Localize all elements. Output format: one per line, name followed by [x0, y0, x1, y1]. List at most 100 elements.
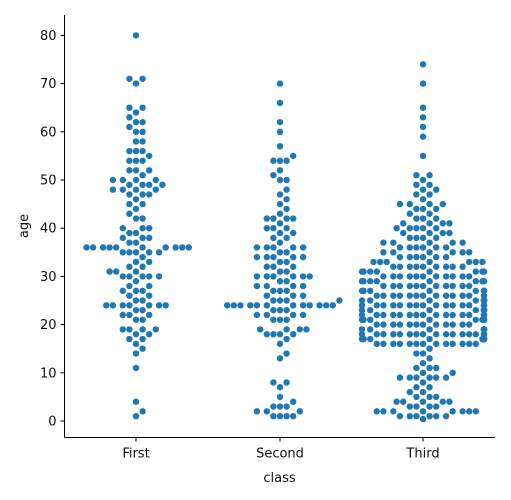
data-point: [413, 340, 420, 348]
data-point: [139, 244, 146, 251]
data-point: [413, 282, 420, 290]
data-point: [283, 196, 290, 203]
data-point: [276, 393, 284, 401]
data-point: [472, 268, 479, 275]
data-point: [270, 171, 277, 179]
data-point: [306, 273, 313, 280]
y-tick-label: 80: [40, 29, 57, 44]
data-point: [373, 302, 380, 309]
data-point: [480, 287, 488, 295]
data-point: [263, 282, 270, 290]
data-point: [480, 331, 488, 338]
data-point: [146, 191, 153, 198]
data-point: [413, 181, 420, 189]
data-point: [419, 244, 427, 251]
data-point: [270, 244, 277, 251]
data-point: [139, 191, 146, 198]
data-point: [426, 335, 433, 343]
data-point: [253, 408, 261, 415]
data-point: [439, 398, 446, 405]
data-point: [126, 239, 133, 246]
data-point: [276, 167, 284, 174]
data-point: [449, 263, 456, 270]
data-point: [132, 297, 140, 304]
data-point: [263, 331, 270, 338]
data-point: [480, 335, 488, 343]
data-point: [419, 340, 427, 348]
data-point: [380, 340, 387, 348]
data-point: [466, 408, 473, 415]
data-point: [113, 244, 120, 251]
data-point: [283, 287, 290, 295]
data-point: [426, 220, 433, 227]
data-point: [132, 350, 140, 357]
data-point: [373, 340, 380, 348]
data-point: [146, 234, 153, 242]
data-point: [276, 143, 284, 150]
data-point: [406, 412, 413, 420]
data-point: [155, 249, 163, 256]
data-point: [263, 244, 270, 251]
data-point: [299, 311, 307, 319]
data-point: [139, 287, 146, 295]
data-point: [396, 273, 404, 280]
data-point: [132, 215, 140, 222]
data-point: [413, 350, 420, 357]
data-point: [283, 157, 290, 164]
data-point: [413, 403, 420, 410]
data-point: [419, 359, 427, 367]
data-point: [283, 379, 290, 386]
data-point: [413, 263, 420, 270]
data-point: [466, 331, 473, 338]
data-point: [146, 331, 153, 338]
data-point: [367, 316, 374, 323]
data-point: [479, 258, 486, 266]
data-point: [139, 263, 146, 270]
data-point: [276, 210, 284, 217]
data-point: [139, 326, 146, 333]
data-point: [126, 282, 133, 290]
data-point: [283, 326, 290, 333]
data-point: [126, 210, 133, 217]
data-point: [132, 32, 140, 39]
x-tick-label: Second: [256, 447, 304, 462]
data-point: [433, 302, 440, 309]
data-point: [380, 311, 387, 319]
data-point: [276, 268, 284, 275]
data-point: [155, 302, 163, 309]
data-point: [419, 311, 427, 319]
data-point: [139, 157, 146, 164]
data-point: [299, 273, 307, 280]
data-point: [390, 311, 397, 319]
data-point: [263, 408, 270, 415]
data-point: [419, 263, 427, 270]
data-point: [442, 302, 450, 309]
data-point: [358, 297, 366, 304]
data-point: [466, 292, 473, 299]
data-point: [283, 176, 290, 184]
data-point: [283, 297, 290, 304]
data-point: [406, 340, 413, 348]
data-point: [426, 171, 433, 179]
data-point: [270, 412, 277, 420]
data-point: [373, 321, 380, 328]
data-point: [106, 244, 113, 251]
points-layer: [83, 32, 488, 423]
data-point: [380, 282, 387, 290]
data-point: [276, 403, 284, 410]
y-tick-label: 10: [40, 366, 57, 381]
data-point: [390, 331, 397, 338]
data-point: [406, 282, 413, 290]
data-point: [270, 273, 277, 280]
data-point: [132, 186, 140, 193]
data-point: [132, 205, 140, 213]
data-point: [253, 302, 261, 309]
data-point: [132, 412, 140, 420]
data-point: [442, 273, 450, 280]
data-point: [449, 369, 456, 376]
data-point: [442, 340, 450, 348]
data-point: [132, 176, 140, 184]
data-point: [146, 292, 153, 299]
y-tick-label: 70: [40, 77, 57, 92]
data-point: [132, 80, 140, 87]
